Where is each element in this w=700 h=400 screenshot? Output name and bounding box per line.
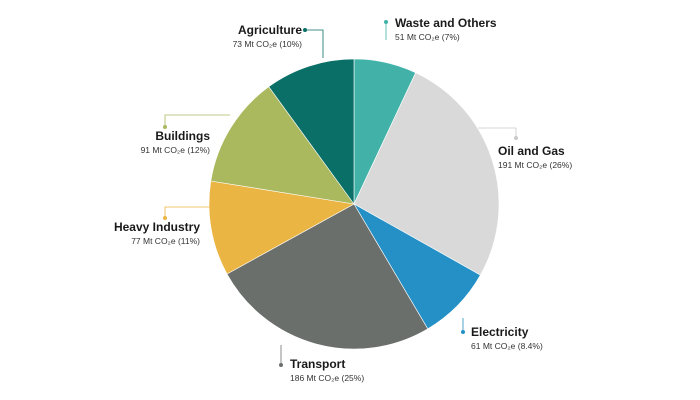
label-transport: Transport 186 Mt CO₂e (25%): [290, 357, 365, 384]
leader-dot-waste-and-others: [384, 20, 388, 24]
leader-dot-agriculture: [303, 28, 307, 32]
pie-slice-oil-and-gas: [353, 72, 500, 276]
pie-slice-agriculture: [268, 58, 355, 205]
slice-name-electricity: Electricity: [471, 325, 529, 339]
leader-dot-heavy-industry: [163, 216, 167, 220]
label-waste-and-others: Waste and Others 51 Mt CO₂e (7%): [395, 16, 497, 43]
label-agriculture: Agriculture 73 Mt CO₂e (10%): [200, 23, 302, 50]
label-electricity: Electricity 61 Mt CO₂e (8.4%): [471, 325, 543, 352]
label-leader-lines: [163, 20, 518, 367]
slice-name-buildings: Buildings: [155, 129, 210, 143]
slice-value-electricity: 61 Mt CO₂e (8.4%): [471, 340, 543, 351]
leader-line-heavy-industry: [164, 206, 210, 218]
label-oil-and-gas: Oil and Gas 191 Mt CO₂e (26%): [498, 144, 573, 171]
slice-value-waste-and-others: 51 Mt CO₂e (7%): [395, 31, 460, 42]
pie-slice-transport: [226, 203, 429, 350]
slice-value-heavy-industry: 77 Mt CO₂e (11%): [131, 235, 200, 246]
slice-value-agriculture: 73 Mt CO₂e (10%): [232, 38, 302, 49]
pie-slices: [208, 58, 500, 350]
slice-name-heavy-industry: Heavy Industry: [113, 220, 200, 234]
leader-line-oil-and-gas: [478, 127, 517, 138]
leader-dot-transport: [279, 363, 283, 367]
slice-name-waste-and-others: Waste and Others: [395, 16, 497, 30]
slice-value-buildings: 91 Mt CO₂e (12%): [140, 144, 210, 155]
label-heavy-industry: Heavy Industry 77 Mt CO₂e (11%): [90, 220, 200, 247]
slice-name-transport: Transport: [290, 357, 346, 371]
slice-name-agriculture: Agriculture: [237, 23, 302, 37]
leader-line-buildings: [164, 114, 230, 127]
leader-line-agriculture: [305, 29, 324, 58]
leader-dot-electricity: [461, 330, 465, 334]
pie-slice-heavy-industry: [208, 180, 355, 275]
slice-name-oil-and-gas: Oil and Gas: [498, 144, 565, 158]
leader-dot-buildings: [163, 125, 167, 129]
leader-dot-oil-and-gas: [514, 136, 518, 140]
pie-slice-buildings: [210, 86, 355, 205]
label-buildings: Buildings 91 Mt CO₂e (12%): [100, 129, 210, 156]
slice-value-transport: 186 Mt CO₂e (25%): [290, 372, 365, 383]
slice-value-oil-and-gas: 191 Mt CO₂e (26%): [498, 159, 573, 170]
